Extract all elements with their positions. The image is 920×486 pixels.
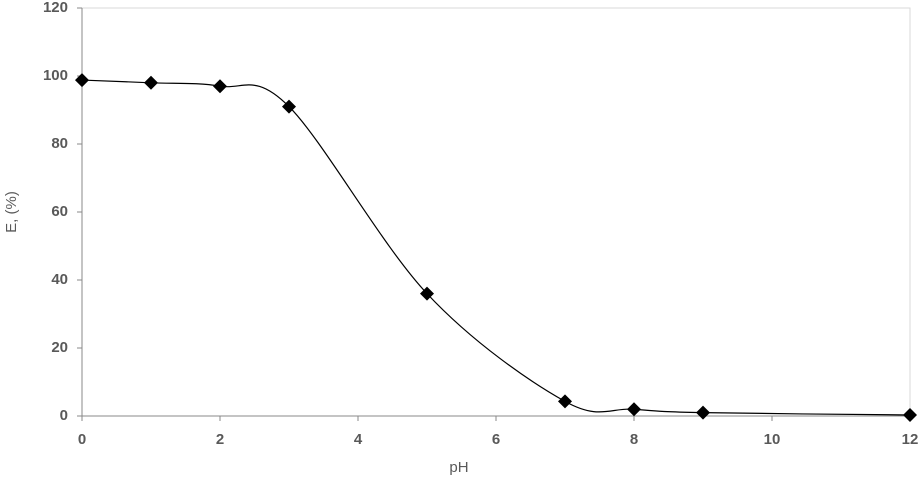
marker bbox=[696, 405, 710, 420]
y-tick-label: 0 bbox=[60, 407, 68, 424]
marker bbox=[144, 75, 158, 90]
x-tick-label: 6 bbox=[492, 431, 500, 448]
y-tick-label: 100 bbox=[43, 67, 68, 84]
y-axis-label: E, (%) bbox=[3, 191, 20, 233]
x-axis-label: pH bbox=[449, 459, 468, 476]
y-tick-label: 120 bbox=[43, 0, 68, 16]
marker bbox=[627, 402, 641, 417]
x-tick-label: 8 bbox=[630, 431, 638, 448]
x-tick-label: 12 bbox=[902, 431, 919, 448]
marker bbox=[420, 286, 434, 301]
x-tick-label: 4 bbox=[354, 431, 363, 448]
x-tick-label: 10 bbox=[764, 431, 781, 448]
y-tick-label: 40 bbox=[51, 271, 68, 288]
marker bbox=[903, 407, 917, 422]
marker bbox=[558, 394, 572, 409]
y-tick-label: 80 bbox=[51, 135, 68, 152]
x-tick-label: 0 bbox=[78, 431, 86, 448]
marker bbox=[213, 79, 227, 94]
marker bbox=[75, 73, 89, 88]
y-tick-label: 60 bbox=[51, 203, 68, 220]
marker bbox=[282, 99, 296, 114]
series-line bbox=[81, 79, 911, 416]
x-tick-label: 2 bbox=[216, 431, 224, 448]
y-tick-label: 20 bbox=[51, 339, 68, 356]
